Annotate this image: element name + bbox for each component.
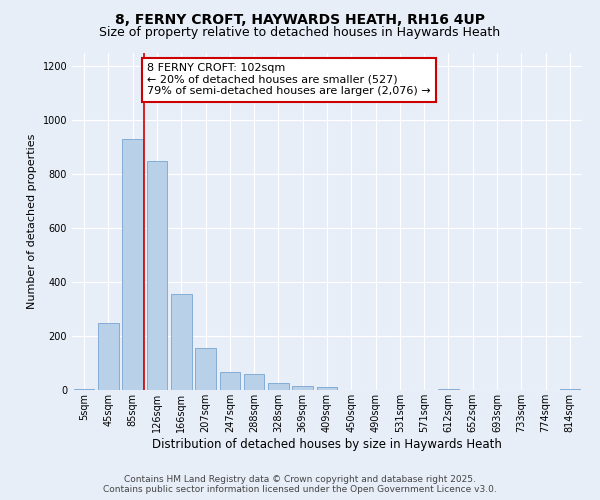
Bar <box>268 382 289 390</box>
Bar <box>171 294 191 390</box>
Y-axis label: Number of detached properties: Number of detached properties <box>27 134 37 309</box>
Bar <box>292 386 313 390</box>
Bar <box>220 372 240 390</box>
Bar <box>244 374 265 390</box>
Text: Contains HM Land Registry data © Crown copyright and database right 2025.
Contai: Contains HM Land Registry data © Crown c… <box>103 474 497 494</box>
Text: Size of property relative to detached houses in Haywards Heath: Size of property relative to detached ho… <box>100 26 500 39</box>
Bar <box>146 161 167 390</box>
Bar <box>317 387 337 390</box>
X-axis label: Distribution of detached houses by size in Haywards Heath: Distribution of detached houses by size … <box>152 438 502 450</box>
Bar <box>98 324 119 390</box>
Bar <box>560 388 580 390</box>
Text: 8, FERNY CROFT, HAYWARDS HEATH, RH16 4UP: 8, FERNY CROFT, HAYWARDS HEATH, RH16 4UP <box>115 12 485 26</box>
Text: 8 FERNY CROFT: 102sqm
← 20% of detached houses are smaller (527)
79% of semi-det: 8 FERNY CROFT: 102sqm ← 20% of detached … <box>147 64 431 96</box>
Bar <box>122 139 143 390</box>
Bar <box>74 388 94 390</box>
Bar <box>438 388 459 390</box>
Bar <box>195 348 216 390</box>
